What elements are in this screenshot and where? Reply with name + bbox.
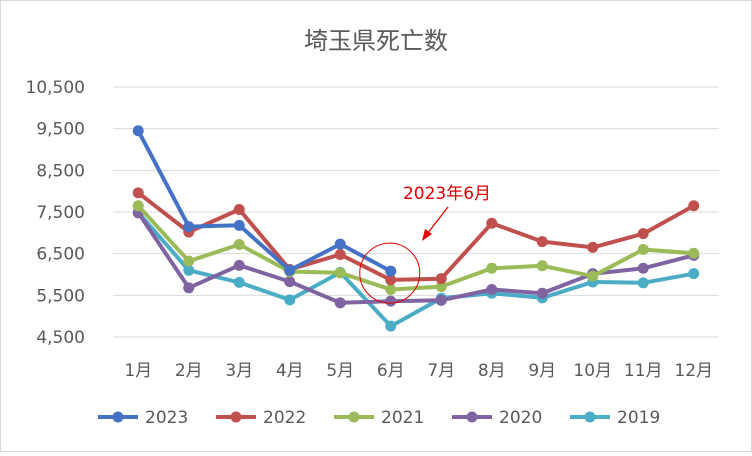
data-point <box>587 270 599 282</box>
series-line <box>136 129 392 273</box>
data-point <box>688 268 700 280</box>
data-point <box>688 200 700 212</box>
data-point <box>435 273 447 285</box>
legend-label: 2023 <box>145 408 188 428</box>
data-point <box>385 320 397 332</box>
x-tick-label: 2月 <box>175 361 203 381</box>
y-tick-label: 8,500 <box>36 161 85 181</box>
data-point <box>183 221 195 233</box>
data-point <box>688 247 700 259</box>
data-point <box>334 267 346 279</box>
y-tick-label: 5,500 <box>36 286 85 306</box>
annotation-label: 2023年6月 <box>403 184 491 204</box>
data-point <box>284 264 296 276</box>
series-2023 <box>132 125 397 277</box>
annotation-arrowhead <box>422 229 432 241</box>
data-point <box>486 217 498 229</box>
data-point <box>385 265 397 277</box>
x-tick-label: 4月 <box>276 361 304 381</box>
legend-label: 2020 <box>499 408 542 428</box>
data-point <box>637 262 649 274</box>
y-tick-label: 10,500 <box>26 78 85 98</box>
y-tick-label: 6,500 <box>36 245 85 265</box>
data-point <box>334 297 346 309</box>
legend-item-2021: 2021 <box>334 408 424 428</box>
data-point <box>435 281 447 293</box>
legend-item-2022: 2022 <box>216 408 306 428</box>
data-point <box>536 287 548 299</box>
data-point <box>233 219 245 231</box>
y-tick-label: 4,500 <box>36 328 85 348</box>
data-point <box>637 277 649 289</box>
data-point <box>284 276 296 288</box>
annotation-arrow-line <box>426 206 449 235</box>
legend-label: 2019 <box>617 408 660 428</box>
data-point <box>637 228 649 240</box>
legend: 2023 2022 2021 2020 2019 <box>98 408 660 428</box>
y-tick-label: 9,500 <box>36 120 85 140</box>
data-point <box>183 264 195 276</box>
data-point <box>132 125 144 137</box>
x-tick-label: 6月 <box>377 361 405 381</box>
data-point <box>435 294 447 306</box>
x-tick-label: 10月 <box>573 361 612 381</box>
series-group <box>132 125 700 332</box>
data-point <box>334 249 346 260</box>
legend-label: 2022 <box>263 408 306 428</box>
data-point <box>233 259 245 271</box>
legend-item-2020: 2020 <box>452 408 542 428</box>
legend-marker <box>584 411 596 423</box>
data-point <box>284 294 296 306</box>
legend-item-2023: 2023 <box>98 408 188 428</box>
data-point <box>233 204 245 215</box>
x-tick-label: 12月 <box>674 361 713 381</box>
data-point <box>486 284 498 295</box>
legend-label: 2021 <box>381 408 424 428</box>
legend-item-2019: 2019 <box>570 408 660 428</box>
data-point <box>536 236 548 248</box>
legend-marker <box>348 411 360 423</box>
data-point <box>233 276 245 288</box>
annotation-circle <box>359 242 421 304</box>
series-line <box>136 211 695 329</box>
x-tick-label: 9月 <box>528 361 556 381</box>
legend-marker <box>230 411 242 423</box>
data-point <box>183 282 195 294</box>
y-axis: 4,500 5,500 6,500 7,500 8,500 9,500 10,500 <box>26 78 85 348</box>
data-point <box>385 274 397 286</box>
x-tick-label: 3月 <box>225 361 253 381</box>
y-tick-label: 7,500 <box>36 203 85 223</box>
legend-marker <box>466 411 478 423</box>
chart-title: 埼玉県死亡数 <box>304 27 448 55</box>
data-point <box>486 262 498 274</box>
x-tick-label: 1月 <box>124 361 152 381</box>
data-point <box>132 200 144 212</box>
x-tick-label: 11月 <box>624 361 663 381</box>
data-point <box>385 295 397 307</box>
data-point <box>536 260 548 272</box>
series-2019 <box>132 206 700 332</box>
series-line <box>137 191 695 282</box>
annotation: 2023年6月 <box>359 184 491 304</box>
x-tick-label: 8月 <box>478 361 506 381</box>
x-tick-label: 5月 <box>326 361 354 381</box>
data-point <box>183 255 195 267</box>
legend-marker <box>112 411 124 423</box>
data-point <box>132 187 144 199</box>
data-point <box>637 244 649 255</box>
x-tick-label: 7月 <box>427 361 455 381</box>
data-point <box>587 241 599 253</box>
data-point <box>334 238 346 250</box>
data-point <box>385 284 397 295</box>
x-axis: 1月 2月 3月 4月 5月 6月 7月 8月 9月 10月 11月 12月 <box>124 361 713 381</box>
data-point <box>233 239 245 250</box>
